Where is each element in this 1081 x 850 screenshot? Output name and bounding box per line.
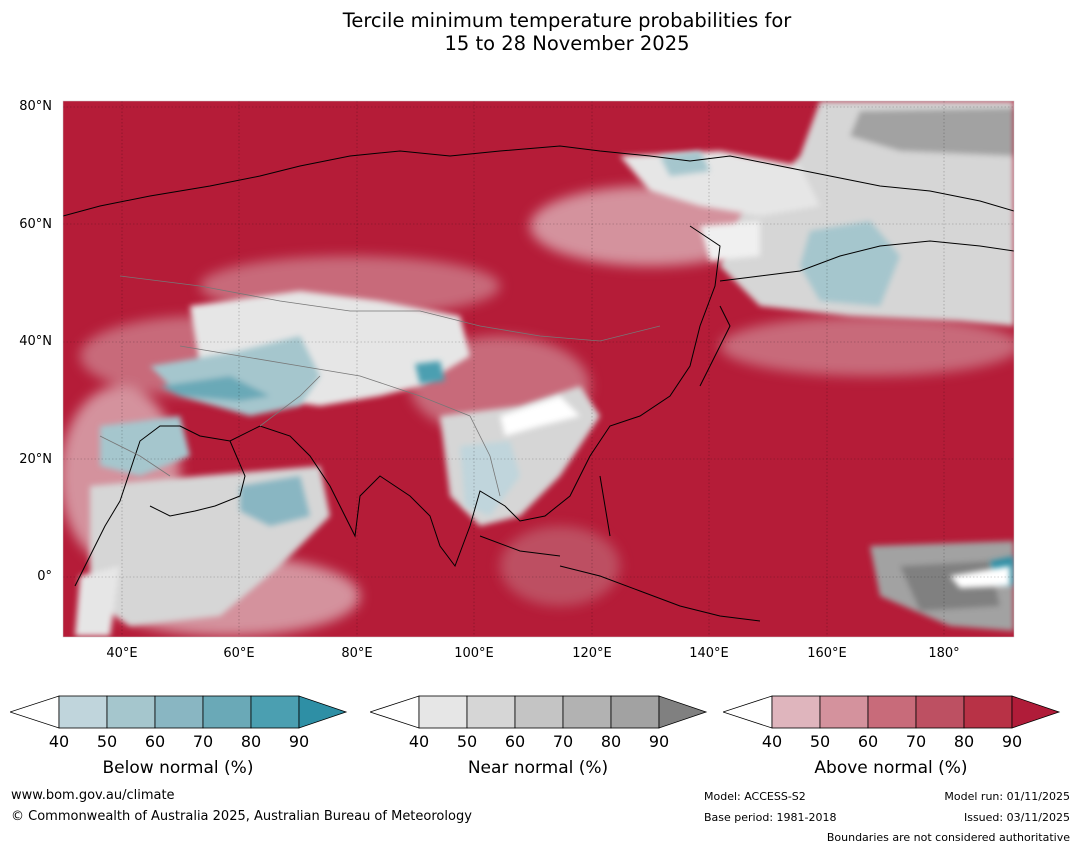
below-normal-swatch-0 bbox=[10, 695, 60, 729]
lon-label-80e: 80°E bbox=[341, 646, 373, 661]
above-tick-40: 40 bbox=[761, 732, 783, 751]
near-normal-swatch-5 bbox=[610, 695, 660, 729]
below-normal-swatch-2 bbox=[106, 695, 156, 729]
above-normal-title: Above normal (%) bbox=[814, 758, 968, 778]
near-normal-swatch-3 bbox=[514, 695, 564, 729]
country-borders bbox=[99, 275, 661, 497]
below-normal-zones bbox=[100, 151, 1014, 586]
above-normal-colorbar bbox=[723, 694, 1063, 734]
above-tick-90: 90 bbox=[1001, 732, 1023, 751]
near-normal-swatch-0 bbox=[370, 695, 420, 729]
chart-title: Tercile minimum temperature probabilitie… bbox=[0, 9, 1081, 55]
below-normal-swatch-4 bbox=[202, 695, 252, 729]
lon-label-100e: 100°E bbox=[454, 646, 494, 661]
title-line-2: 15 to 28 November 2025 bbox=[444, 32, 690, 55]
near-tick-80: 80 bbox=[600, 732, 622, 751]
near-normal-swatch-2 bbox=[466, 695, 516, 729]
lon-label-140e: 140°E bbox=[689, 646, 729, 661]
below-tick-50: 50 bbox=[96, 732, 118, 751]
above-normal-swatch-4 bbox=[915, 695, 965, 729]
near-normal-colorbar bbox=[370, 694, 710, 734]
below-normal-colorbar bbox=[10, 694, 350, 734]
lat-label-80n: 80°N bbox=[19, 99, 52, 114]
lon-label-180: 180° bbox=[928, 646, 960, 661]
above-normal-swatch-0 bbox=[723, 695, 773, 729]
lon-label-120e: 120°E bbox=[572, 646, 612, 661]
near-normal-swatch-4 bbox=[562, 695, 612, 729]
near-tick-90: 90 bbox=[648, 732, 670, 751]
above-tick-60: 60 bbox=[857, 732, 879, 751]
near-normal-swatch-6 bbox=[658, 695, 708, 729]
lat-label-20n: 20°N bbox=[19, 452, 52, 467]
model-text: Model: ACCESS-S2 bbox=[704, 790, 806, 803]
above-normal-swatch-1 bbox=[771, 695, 821, 729]
graticule bbox=[63, 101, 1014, 637]
coastlines bbox=[63, 145, 1014, 622]
below-tick-80: 80 bbox=[240, 732, 262, 751]
below-normal-title: Below normal (%) bbox=[102, 758, 254, 778]
near-tick-70: 70 bbox=[552, 732, 574, 751]
copyright-text: © Commonwealth of Australia 2025, Austra… bbox=[11, 809, 472, 824]
above-tick-70: 70 bbox=[905, 732, 927, 751]
lon-label-40e: 40°E bbox=[106, 646, 138, 661]
lat-label-60n: 60°N bbox=[19, 217, 52, 232]
above-normal-swatch-3 bbox=[867, 695, 917, 729]
below-normal-swatch-6 bbox=[298, 695, 348, 729]
issued-text: Issued: 03/11/2025 bbox=[963, 811, 1070, 824]
lat-label-40n: 40°N bbox=[19, 334, 52, 349]
near-tick-40: 40 bbox=[408, 732, 430, 751]
model-run-text: Model run: 01/11/2025 bbox=[944, 790, 1070, 803]
lon-label-160e: 160°E bbox=[807, 646, 847, 661]
lat-label-0: 0° bbox=[37, 569, 52, 584]
below-normal-swatch-1 bbox=[58, 695, 108, 729]
below-tick-60: 60 bbox=[144, 732, 166, 751]
boundaries-disclaimer: Boundaries are not considered authoritat… bbox=[826, 831, 1070, 844]
website-link[interactable]: www.bom.gov.au/climate bbox=[11, 788, 175, 803]
above-normal-swatch-5 bbox=[963, 695, 1013, 729]
above-tick-50: 50 bbox=[809, 732, 831, 751]
base-period-text: Base period: 1981-2018 bbox=[704, 811, 837, 824]
near-normal-title: Near normal (%) bbox=[467, 758, 609, 778]
near-normal-swatch-1 bbox=[418, 695, 468, 729]
above-normal-swatch-6 bbox=[1011, 695, 1061, 729]
near-tick-60: 60 bbox=[504, 732, 526, 751]
title-line-1: Tercile minimum temperature probabilitie… bbox=[342, 9, 792, 32]
below-tick-70: 70 bbox=[192, 732, 214, 751]
lon-label-60e: 60°E bbox=[223, 646, 255, 661]
below-normal-swatch-3 bbox=[154, 695, 204, 729]
above-tick-80: 80 bbox=[953, 732, 975, 751]
near-tick-50: 50 bbox=[456, 732, 478, 751]
below-normal-swatch-5 bbox=[250, 695, 300, 729]
probability-map bbox=[62, 100, 1015, 638]
low-probability-areas bbox=[500, 221, 1010, 588]
below-tick-40: 40 bbox=[48, 732, 70, 751]
above-normal-swatch-2 bbox=[819, 695, 869, 729]
below-tick-90: 90 bbox=[288, 732, 310, 751]
